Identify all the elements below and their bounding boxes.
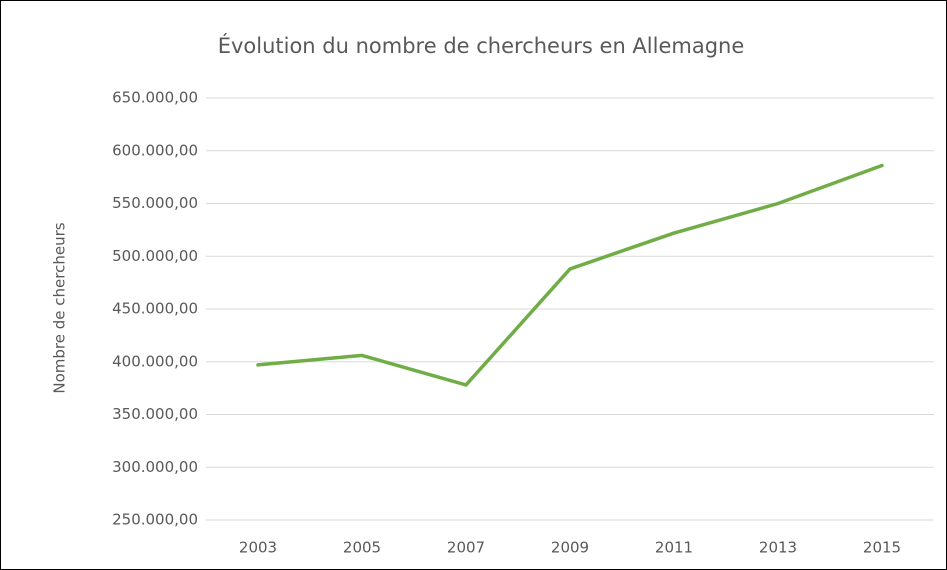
y-tick-label: 400.000,00	[112, 352, 198, 370]
x-tick-label: 2015	[863, 539, 901, 557]
x-tick-label: 2003	[239, 539, 277, 557]
x-tick-label: 2013	[759, 539, 797, 557]
y-tick-label: 600.000,00	[112, 141, 198, 159]
x-tick-label: 2009	[551, 539, 589, 557]
y-tick-label: 550.000,00	[112, 194, 198, 212]
y-axis-label: Nombre de chercheurs	[51, 222, 69, 393]
y-tick-label: 450.000,00	[112, 300, 198, 318]
y-tick-label: 300.000,00	[112, 458, 198, 476]
x-tick-label: 2005	[343, 539, 381, 557]
x-tick-label: 2011	[655, 539, 693, 557]
chart-title: Évolution du nombre de chercheurs en All…	[218, 33, 745, 58]
y-tick-label: 650.000,00	[112, 89, 198, 107]
y-tick-label: 350.000,00	[112, 405, 198, 423]
y-tick-label: 250.000,00	[112, 511, 198, 529]
line-series	[256, 163, 884, 387]
y-tick-label: 500.000,00	[112, 247, 198, 265]
x-tick-label: 2007	[447, 539, 485, 557]
